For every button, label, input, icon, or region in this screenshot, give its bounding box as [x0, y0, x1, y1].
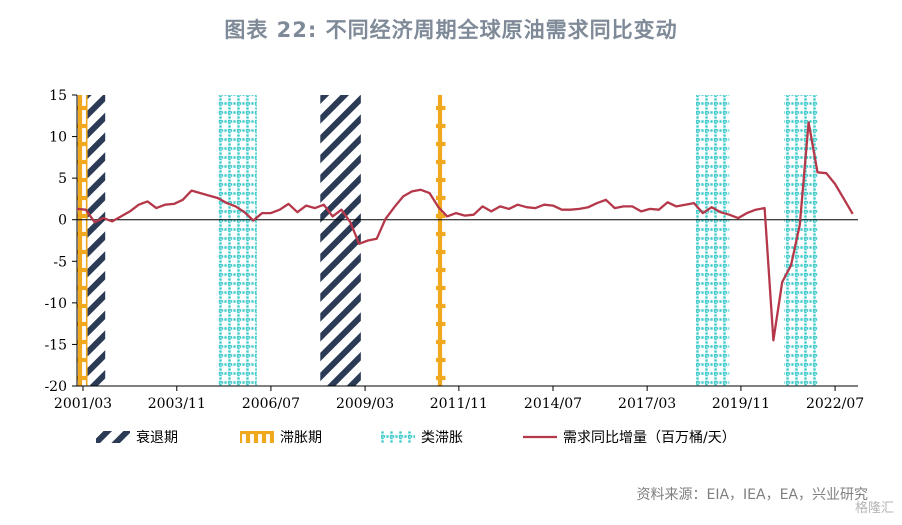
- x-tick-label: 2009/03: [336, 396, 394, 412]
- series-line-oil-demand: [76, 121, 854, 342]
- x-tick-label: 2022/07: [806, 396, 864, 412]
- legend-swatch-recession: [96, 431, 130, 443]
- y-tick-label: 5: [58, 171, 67, 187]
- x-tick-label: 2011/11: [430, 396, 488, 412]
- y-tick-label: 10: [49, 130, 67, 146]
- y-tick-label: -15: [44, 337, 67, 353]
- y-tick-label: 0: [58, 213, 67, 229]
- legend-label: 衰退期: [136, 429, 178, 446]
- source-note: 资料来源：EIA，IEA，EA，兴业研究: [636, 487, 868, 503]
- legend: 衰退期 滞胀期 类滞胀 需求同比增量（百万桶/天）: [96, 429, 736, 446]
- period-bands: [77, 95, 818, 386]
- period-band-stagflation: [77, 95, 88, 386]
- x-tick-label: 2001/03: [54, 396, 112, 412]
- legend-label: 类滞胀: [421, 430, 463, 446]
- period-band-stagflation: [435, 95, 446, 386]
- period-band-recession: [320, 95, 361, 386]
- x-tick-label: 2019/11: [712, 396, 770, 412]
- y-tick-label: -10: [44, 296, 67, 312]
- period-band-recession: [87, 95, 106, 386]
- legend-label: 滞胀期: [280, 430, 322, 446]
- watermark-logo: 格隆汇: [854, 501, 894, 516]
- period-band-quasi-stagflation: [695, 95, 730, 386]
- y-tick-label: -20: [44, 379, 67, 395]
- x-tick-label: 2006/07: [242, 396, 300, 412]
- period-band-quasi-stagflation: [218, 95, 257, 386]
- y-tick-label: -5: [53, 254, 67, 270]
- legend-swatch-quasi-stagflation: [381, 431, 415, 443]
- x-tick-label: 2014/07: [524, 396, 582, 412]
- y-tick-label: 15: [49, 88, 67, 104]
- legend-swatch-stagflation: [240, 431, 274, 443]
- legend-label: 需求同比增量（百万桶/天）: [563, 430, 736, 446]
- x-tick-label: 2017/03: [618, 396, 676, 412]
- x-tick-label: 2003/11: [148, 396, 206, 412]
- chart-title: 图表 22: 不同经济周期全球原油需求同比变动: [224, 18, 678, 42]
- series-layer: [76, 121, 854, 342]
